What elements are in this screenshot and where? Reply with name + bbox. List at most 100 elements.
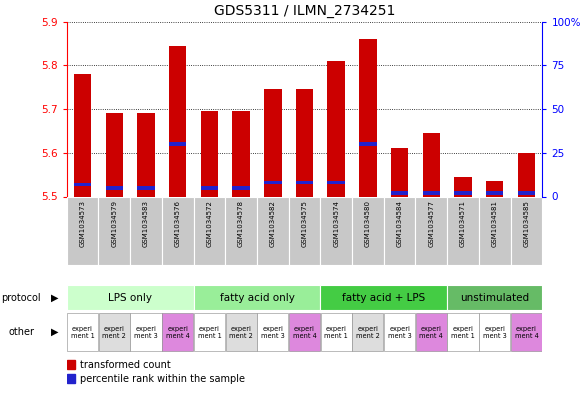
Bar	[321, 313, 351, 351]
Text: transformed count: transformed count	[80, 360, 171, 370]
Text: GSM1034583: GSM1034583	[143, 200, 149, 247]
Bar	[137, 114, 155, 196]
Bar	[328, 181, 345, 184]
Text: LPS only: LPS only	[108, 293, 152, 303]
Text: GSM1034582: GSM1034582	[270, 200, 276, 247]
Bar	[233, 186, 250, 189]
Bar	[67, 374, 75, 383]
Bar	[447, 196, 479, 265]
Text: GSM1034577: GSM1034577	[428, 200, 434, 247]
Text: experi
ment 4: experi ment 4	[419, 325, 443, 339]
Text: GSM1034585: GSM1034585	[523, 200, 530, 247]
Bar	[423, 133, 440, 196]
Bar	[233, 111, 250, 196]
Bar	[264, 89, 281, 196]
Bar	[518, 153, 535, 196]
Bar	[99, 313, 130, 351]
Bar	[67, 313, 98, 351]
Bar	[74, 74, 91, 196]
Bar	[162, 313, 193, 351]
Bar	[454, 191, 472, 195]
Bar	[225, 196, 257, 265]
Bar	[448, 313, 478, 351]
Text: GSM1034584: GSM1034584	[397, 200, 403, 247]
Text: experi
ment 3: experi ment 3	[261, 325, 285, 339]
Bar	[106, 186, 123, 189]
Text: experi
ment 1: experi ment 1	[198, 325, 221, 339]
Text: other: other	[8, 327, 34, 337]
Bar	[328, 61, 345, 196]
Bar	[194, 196, 225, 265]
Bar	[479, 196, 510, 265]
Bar	[296, 181, 313, 184]
Bar	[289, 313, 320, 351]
Bar	[130, 313, 161, 351]
Text: protocol: protocol	[1, 293, 41, 303]
Text: experi
ment 2: experi ment 2	[356, 325, 380, 339]
Bar	[353, 313, 383, 351]
Bar	[264, 181, 281, 184]
Text: fatty acid only: fatty acid only	[219, 293, 295, 303]
Bar	[137, 186, 155, 189]
Bar	[258, 313, 288, 351]
Bar	[359, 39, 376, 197]
Text: GSM1034571: GSM1034571	[460, 200, 466, 247]
Bar	[320, 196, 352, 265]
Text: unstimulated: unstimulated	[460, 293, 530, 303]
Text: GSM1034573: GSM1034573	[79, 200, 86, 247]
Text: experi
ment 3: experi ment 3	[134, 325, 158, 339]
Bar	[486, 191, 503, 195]
Title: GDS5311 / ILMN_2734251: GDS5311 / ILMN_2734251	[214, 4, 395, 18]
Bar	[454, 177, 472, 196]
Bar	[384, 196, 415, 265]
Bar	[510, 196, 542, 265]
Text: percentile rank within the sample: percentile rank within the sample	[80, 373, 245, 384]
Text: GSM1034579: GSM1034579	[111, 200, 117, 247]
Bar	[384, 313, 415, 351]
Text: experi
ment 4: experi ment 4	[166, 325, 190, 339]
Bar	[169, 142, 186, 146]
Text: experi
ment 3: experi ment 3	[388, 325, 411, 339]
Bar	[296, 89, 313, 196]
Bar	[67, 285, 194, 310]
Text: GSM1034575: GSM1034575	[302, 200, 307, 247]
Bar	[415, 196, 447, 265]
Bar	[106, 114, 123, 196]
Bar	[391, 191, 408, 195]
Text: GSM1034578: GSM1034578	[238, 200, 244, 247]
Bar	[99, 196, 130, 265]
Text: ▶: ▶	[51, 327, 59, 337]
Text: GSM1034581: GSM1034581	[492, 200, 498, 247]
Bar	[423, 191, 440, 195]
Bar	[486, 181, 503, 196]
Bar	[391, 149, 408, 196]
Text: experi
ment 3: experi ment 3	[483, 325, 506, 339]
Bar	[518, 191, 535, 195]
Bar	[352, 196, 384, 265]
Bar	[194, 285, 320, 310]
Text: experi
ment 1: experi ment 1	[324, 325, 348, 339]
Bar	[359, 142, 376, 146]
Text: GSM1034572: GSM1034572	[206, 200, 212, 247]
Bar	[479, 313, 510, 351]
Bar	[130, 196, 162, 265]
Bar	[226, 313, 256, 351]
Text: experi
ment 1: experi ment 1	[71, 325, 95, 339]
Text: ▶: ▶	[51, 293, 59, 303]
Bar	[447, 285, 542, 310]
Bar	[201, 186, 218, 189]
Bar	[74, 182, 91, 186]
Bar	[201, 111, 218, 196]
Bar	[194, 313, 225, 351]
Bar	[320, 285, 447, 310]
Text: experi
ment 2: experi ment 2	[229, 325, 253, 339]
Bar	[162, 196, 194, 265]
Text: GSM1034576: GSM1034576	[175, 200, 181, 247]
Bar	[511, 313, 542, 351]
Text: experi
ment 4: experi ment 4	[514, 325, 538, 339]
Bar	[289, 196, 320, 265]
Text: experi
ment 1: experi ment 1	[451, 325, 475, 339]
Text: GSM1034580: GSM1034580	[365, 200, 371, 247]
Text: GSM1034574: GSM1034574	[333, 200, 339, 247]
Bar	[257, 196, 289, 265]
